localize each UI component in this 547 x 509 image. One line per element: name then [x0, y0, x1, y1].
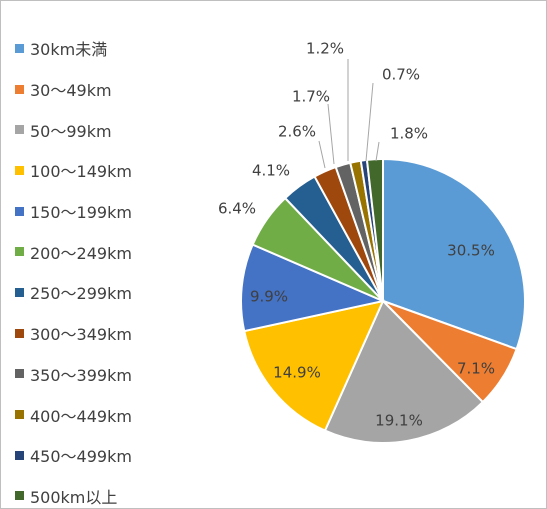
- legend-swatch: [15, 165, 24, 175]
- legend-label: 350〜399km: [30, 365, 132, 385]
- legend-label: 400〜449km: [30, 406, 132, 426]
- legend-item: 450〜499km: [15, 435, 132, 476]
- legend-swatch: [15, 43, 24, 53]
- leader-line: [365, 82, 374, 162]
- legend-item: 350〜399km: [15, 354, 132, 395]
- legend-label: 50〜99km: [30, 121, 112, 141]
- legend-swatch: [15, 287, 24, 297]
- data-label: 19.1%: [375, 412, 423, 430]
- legend-label: 500km以上: [30, 487, 118, 507]
- legend-item: 400〜449km: [15, 394, 132, 435]
- legend-item: 30〜49km: [15, 69, 132, 110]
- legend-label: 100〜149km: [30, 162, 132, 182]
- legend-item: 200〜249km: [15, 231, 132, 272]
- pie-slice: [240, 243, 387, 333]
- legend-label: 30〜49km: [30, 81, 112, 101]
- data-label: 4.1%: [252, 162, 290, 180]
- legend-swatch: [15, 84, 24, 94]
- data-label: 7.1%: [457, 360, 495, 378]
- data-label: 1.2%: [306, 40, 344, 58]
- leader-line: [375, 141, 380, 162]
- pie-slice: [323, 299, 485, 444]
- legend-item: 250〜299km: [15, 272, 132, 313]
- data-label: 1.7%: [292, 88, 330, 106]
- data-label: 14.9%: [273, 364, 321, 382]
- legend-label: 250〜299km: [30, 284, 132, 304]
- data-label: 9.9%: [250, 288, 288, 306]
- data-label: 0.7%: [382, 66, 420, 84]
- legend-swatch: [15, 247, 24, 257]
- legend-label: 450〜499km: [30, 447, 132, 467]
- legend-item: 50〜99km: [15, 109, 132, 150]
- pie-slice: [365, 157, 384, 302]
- pie-slice: [382, 157, 527, 351]
- legend-item: 300〜349km: [15, 313, 132, 354]
- data-label: 1.8%: [390, 125, 428, 143]
- legend-label: 200〜249km: [30, 243, 132, 263]
- legend-item: 30km未満: [15, 28, 132, 69]
- legend-label: 30km未満: [30, 40, 108, 60]
- legend-item: 150〜199km: [15, 191, 132, 232]
- pie-slice: [243, 299, 385, 432]
- leader-line: [327, 103, 335, 165]
- legend-swatch: [15, 369, 24, 379]
- legend-swatch: [15, 410, 24, 420]
- legend: 30km未満 30〜49km 50〜99km 100〜149km 150〜199km 20…: [15, 28, 132, 508]
- legend-item: 100〜149km: [15, 150, 132, 191]
- legend-swatch: [15, 125, 24, 135]
- legend-item: 500km以上: [15, 476, 132, 508]
- legend-swatch: [15, 328, 24, 338]
- data-label: 6.4%: [218, 200, 256, 218]
- data-label: 2.6%: [278, 123, 316, 141]
- legend-label: 150〜199km: [30, 203, 132, 223]
- leader-line: [318, 140, 326, 169]
- legend-label: 300〜349km: [30, 325, 132, 345]
- legend-swatch: [15, 206, 24, 216]
- legend-swatch: [15, 450, 24, 460]
- data-label: 30.5%: [447, 242, 495, 260]
- legend-swatch: [15, 491, 24, 501]
